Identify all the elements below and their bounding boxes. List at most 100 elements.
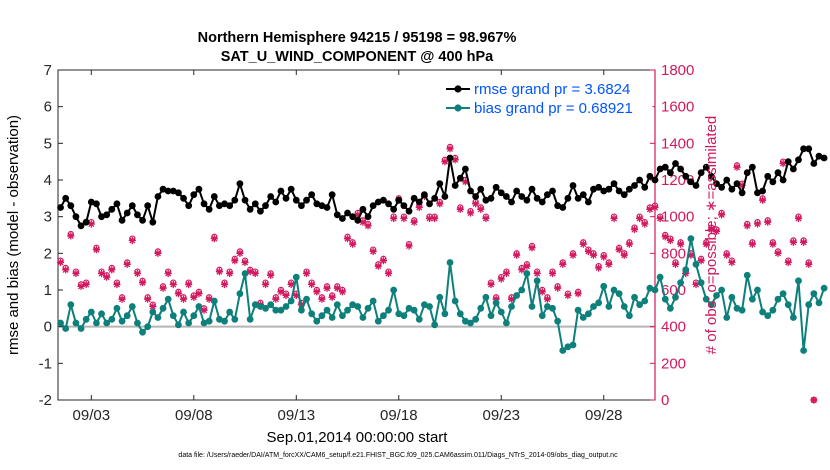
obs-assimilated-point — [738, 181, 746, 190]
obs-assimilated-point — [220, 280, 229, 289]
obs-assimilated-point — [113, 280, 121, 289]
obs-assimilated-point — [646, 205, 654, 213]
rmse-series-point — [436, 180, 444, 188]
obs-assimilated-point — [451, 156, 459, 164]
obs-assimilated-point — [333, 284, 341, 292]
bias-series-point — [298, 306, 305, 314]
obs-assimilated-point — [497, 275, 505, 283]
bias-series-point — [93, 319, 100, 327]
obs-assimilated-point — [759, 196, 767, 204]
obs-assimilated-point — [67, 232, 75, 240]
obs-assimilated-point — [543, 295, 551, 303]
y-left-tick-label: -1 — [39, 355, 52, 372]
bias-series-point — [805, 301, 813, 309]
bias-series-point — [313, 317, 321, 325]
rmse-series-point — [723, 176, 731, 184]
obs-assimilated-point — [446, 145, 454, 153]
obs-assimilated-point — [764, 218, 772, 226]
obs-assimilated-point — [477, 205, 485, 213]
bias-series-point — [502, 319, 510, 327]
bias-series-point — [62, 325, 70, 332]
obs-assimilated-point — [343, 235, 352, 243]
bias-series-point — [180, 308, 187, 316]
obs-assimilated-point — [441, 158, 449, 166]
rmse-series-point — [631, 182, 638, 189]
obs-assimilated-point — [574, 290, 582, 298]
obs-assimilated-point — [513, 251, 521, 259]
obs-assimilated-point — [461, 178, 469, 186]
rmse-series-point — [697, 169, 705, 177]
obs-assimilated-point — [625, 240, 633, 248]
obs-assimilated-point — [718, 211, 726, 219]
bias-series-point — [656, 273, 664, 281]
legend-rmse-marker — [454, 85, 462, 93]
rmse-series-point — [251, 200, 259, 208]
bias-series-point — [677, 279, 685, 287]
rmse-series-point — [584, 198, 592, 206]
obs-assimilated-point — [215, 268, 224, 276]
rmse-series-point — [400, 202, 408, 210]
rmse-series-point — [508, 198, 515, 206]
obs-assimilated-point — [431, 214, 439, 223]
rmse-series-point — [128, 202, 136, 210]
obs-assimilated-point — [164, 269, 172, 278]
rmse-series-point — [369, 202, 377, 210]
rmse-series-point — [308, 191, 316, 199]
obs-assimilated-point — [292, 291, 300, 300]
bias-series-point — [292, 273, 300, 281]
obs-assimilated-point — [569, 251, 577, 259]
obs-assimilated-point — [195, 290, 203, 298]
obs-assimilated-point — [528, 244, 536, 252]
obs-assimilated-point — [436, 200, 444, 208]
rmse-series-point — [154, 193, 162, 200]
obs-assimilated-point — [144, 295, 152, 303]
x-tick-label: 09/28 — [585, 407, 623, 424]
obs-assimilated-point — [743, 222, 751, 230]
x-tick-label: 09/03 — [73, 407, 111, 424]
obs-assimilated-point — [728, 258, 736, 267]
bias-series-point — [492, 299, 500, 307]
bias-series-point — [713, 292, 720, 299]
rmse-series-point — [185, 202, 193, 210]
bias-series-point — [810, 290, 818, 298]
rmse-series-point — [559, 204, 567, 211]
bias-series-point — [661, 295, 669, 303]
obs-assimilated-point — [651, 203, 659, 212]
rmse-series-point — [93, 200, 100, 208]
rmse-series-point — [57, 204, 64, 211]
obs-assimilated-point — [579, 240, 587, 248]
bias-series-point — [374, 317, 382, 325]
obs-assimilated-point — [261, 280, 270, 289]
rmse-series-point — [682, 172, 690, 180]
bias-series-point — [538, 312, 546, 320]
obs-assimilated-point — [671, 260, 680, 268]
x-axis-label: Sep.01,2014 00:00:00 start — [267, 429, 449, 446]
bias-series-point — [169, 312, 177, 320]
rmse-series-point — [646, 172, 654, 180]
bias-series-point — [231, 315, 239, 323]
x-tick-label: 09/18 — [380, 407, 418, 424]
obs-assimilated-point — [533, 269, 541, 278]
obs-assimilated-point — [774, 249, 782, 257]
legend-bias-label: bias grand pr = 0.68921 — [474, 100, 633, 117]
bias-series-point — [508, 303, 515, 310]
rmse-series-point — [456, 174, 464, 182]
bias-series-point — [487, 312, 495, 320]
rmse-series-point — [718, 183, 726, 191]
rmse-series-point — [108, 205, 116, 213]
bias-series-point — [533, 277, 541, 285]
rmse-series-point — [574, 194, 582, 202]
bias-series-point — [815, 299, 823, 307]
obs-assimilated-point — [682, 269, 690, 278]
bias-series-point — [175, 321, 182, 329]
obs-assimilated-point — [87, 220, 95, 228]
rmse-series-point — [477, 185, 485, 193]
obs-assimilated-point — [666, 236, 674, 245]
obs-assimilated-point — [487, 280, 495, 289]
rmse-series-point — [687, 178, 695, 186]
rmse-series-point — [62, 194, 70, 202]
rmse-series-point — [410, 194, 418, 202]
obs-assimilated-point — [456, 205, 464, 213]
bias-series-point — [579, 314, 587, 321]
rmse-series-point — [262, 202, 269, 210]
